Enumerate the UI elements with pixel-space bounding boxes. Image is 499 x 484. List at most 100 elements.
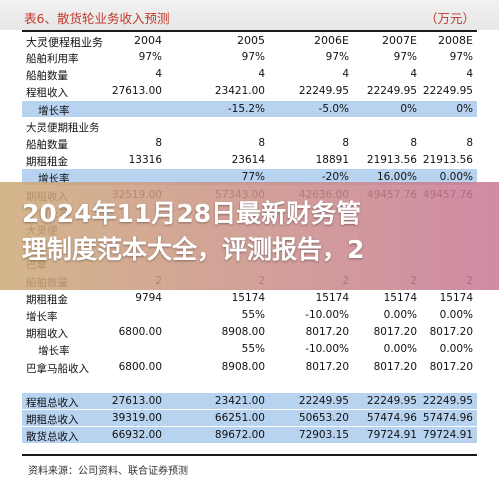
table-row: 程租收入 27613.00 23421.00 22249.95 22249.95 2224… [22,83,477,99]
row-value: 97% [325,51,349,63]
table-row: 船舶利用率 97% 97% 97% 97% 97% [22,49,477,65]
headline-banner [0,182,499,290]
table-row: 散货总收入 66932.00 89672.00 72903.15 79724.91 797… [22,427,477,444]
row-value: 8 [342,137,349,149]
row-value: 8017.20 [373,360,417,373]
row-value: 23421.00 [214,395,265,407]
row-value: 27613.00 [111,395,162,407]
table-row: 增长率 55% -10.00% 0.00% 0.00% [22,307,477,323]
table-header-row: 大灵便程租业务 2004 2005 2006E 2007E 2008E [22,32,477,49]
table-row: 期租总收入 39319.00 66251.00 50653.20 57474.96 574… [22,410,477,427]
header-2008e: 2008E [438,34,473,47]
headline-line-2: 理制度范本大全，评测报告，2 [22,235,365,264]
row-value: 8017.20 [429,360,473,373]
row-value: 8908.00 [221,360,265,373]
row-value: 6800.00 [118,326,162,339]
row-value: 15174 [231,291,265,304]
row-value: 55% [241,343,265,356]
row-value: 8017.20 [373,326,417,339]
table-row: 程租总收入 27613.00 23421.00 22249.95 22249.95 222… [22,393,477,409]
row-value: 22249.95 [422,85,473,98]
row-value: 22249.95 [366,85,417,98]
source-note: 资料来源：公司资料、联合证券预测 [28,466,188,477]
bottom-rule [22,454,477,456]
row-value: -20% [321,171,349,184]
row-value: 21913.56 [422,154,473,167]
row-value: 21913.56 [366,154,417,167]
row-label: 船舶数量 [26,139,68,151]
row-value: 97% [138,51,162,63]
row-value: 4 [410,68,417,81]
row-value: 0% [400,102,417,115]
row-label: 增长率 [38,104,70,117]
table-row: 船舶数量 8 8 8 8 8 [22,135,477,151]
table-row: 期租租金 13316 23614 18891 21913.56 21913.56 [22,152,477,168]
row-value: 97% [393,51,417,63]
row-value: 8 [258,137,265,149]
row-value: 4 [258,68,265,81]
row-value: 8908.00 [221,326,265,339]
row-value: 4 [466,68,473,81]
row-value: -10.00% [305,343,349,356]
row-value: 13316 [128,154,162,167]
row-value: 22249.95 [298,395,349,407]
row-value: 6800.00 [118,360,162,373]
header-2004: 2004 [134,34,162,47]
headline-line-1: 2024年11月28日最新财务管 [22,199,362,228]
row-value: 16.00% [376,171,417,184]
headline-text[interactable]: 2024年11月28日最新财务管 理制度范本大全，评测报告，2 [22,196,492,268]
row-label: 增长率 [38,345,70,358]
row-label: 期租总收入 [26,414,79,427]
row-value: 9794 [135,291,162,304]
table-row: 船舶数量 4 4 4 4 4 [22,66,477,82]
row-value: 79724.91 [422,429,473,442]
table-title: 表6、散货轮业务收入预测 [24,11,170,26]
row-label: 散货总收入 [26,431,79,444]
row-label: 期租收入 [26,328,68,341]
row-value: 27613.00 [111,85,162,98]
row-value: 97% [241,51,265,63]
table-row: 巴拿马船收入 6800.00 8908.00 8017.20 8017.20 8017.2… [22,359,477,375]
header-2007e: 2007E [382,34,417,47]
row-value: 23614 [231,154,265,167]
row-value: 57474.96 [422,412,473,425]
row-value: 8017.20 [305,360,349,373]
table-row: 期租租金 9794 15174 15174 15174 15174 [22,290,477,306]
row-value: 39319.00 [111,412,162,425]
table-row: 大灵便期租业务 [22,118,477,134]
row-value: 0% [456,102,473,115]
row-value: 0.00% [439,309,473,321]
row-value: 8017.20 [429,326,473,339]
row-value: 15174 [439,291,473,304]
row-label: 巴拿马船收入 [26,362,89,375]
row-value: 89672.00 [214,429,265,442]
row-value: 50653.20 [298,412,349,425]
row-label: 船舶数量 [26,70,68,83]
row-label: 期租租金 [26,156,68,169]
row-value: 79724.91 [366,429,417,442]
table-row: 期租收入 6800.00 8908.00 8017.20 8017.20 8017.20 [22,324,477,340]
table-row: 增长率 55% -10.00% 0.00% 0.00% [22,341,477,357]
table-unit: （万元） [424,11,475,26]
row-value: 18891 [315,154,349,167]
row-value: 23421.00 [214,85,265,98]
row-value: 8 [155,137,162,149]
row-label: 程租总收入 [26,397,79,409]
row-value: 57474.96 [366,412,417,425]
row-value: 8 [466,137,473,149]
row-value: 15174 [315,291,349,304]
table-row: 增长率 77% -20% 16.00% 0.00% [22,169,477,186]
row-value: 0.00% [383,343,417,356]
header-2005: 2005 [237,34,265,47]
row-value: 4 [342,68,349,81]
row-value: -10.00% [305,309,349,321]
top-rule [22,30,477,32]
row-value: 0.00% [439,171,473,184]
row-label: 程租收入 [26,87,68,100]
row-value: 4 [155,68,162,81]
row-value: 72903.15 [298,429,349,442]
table-row: 增长率 -15.2% -5.0% 0% 0% [22,100,477,117]
row-value: -15.2% [227,102,265,115]
row-value: 15174 [383,291,417,304]
